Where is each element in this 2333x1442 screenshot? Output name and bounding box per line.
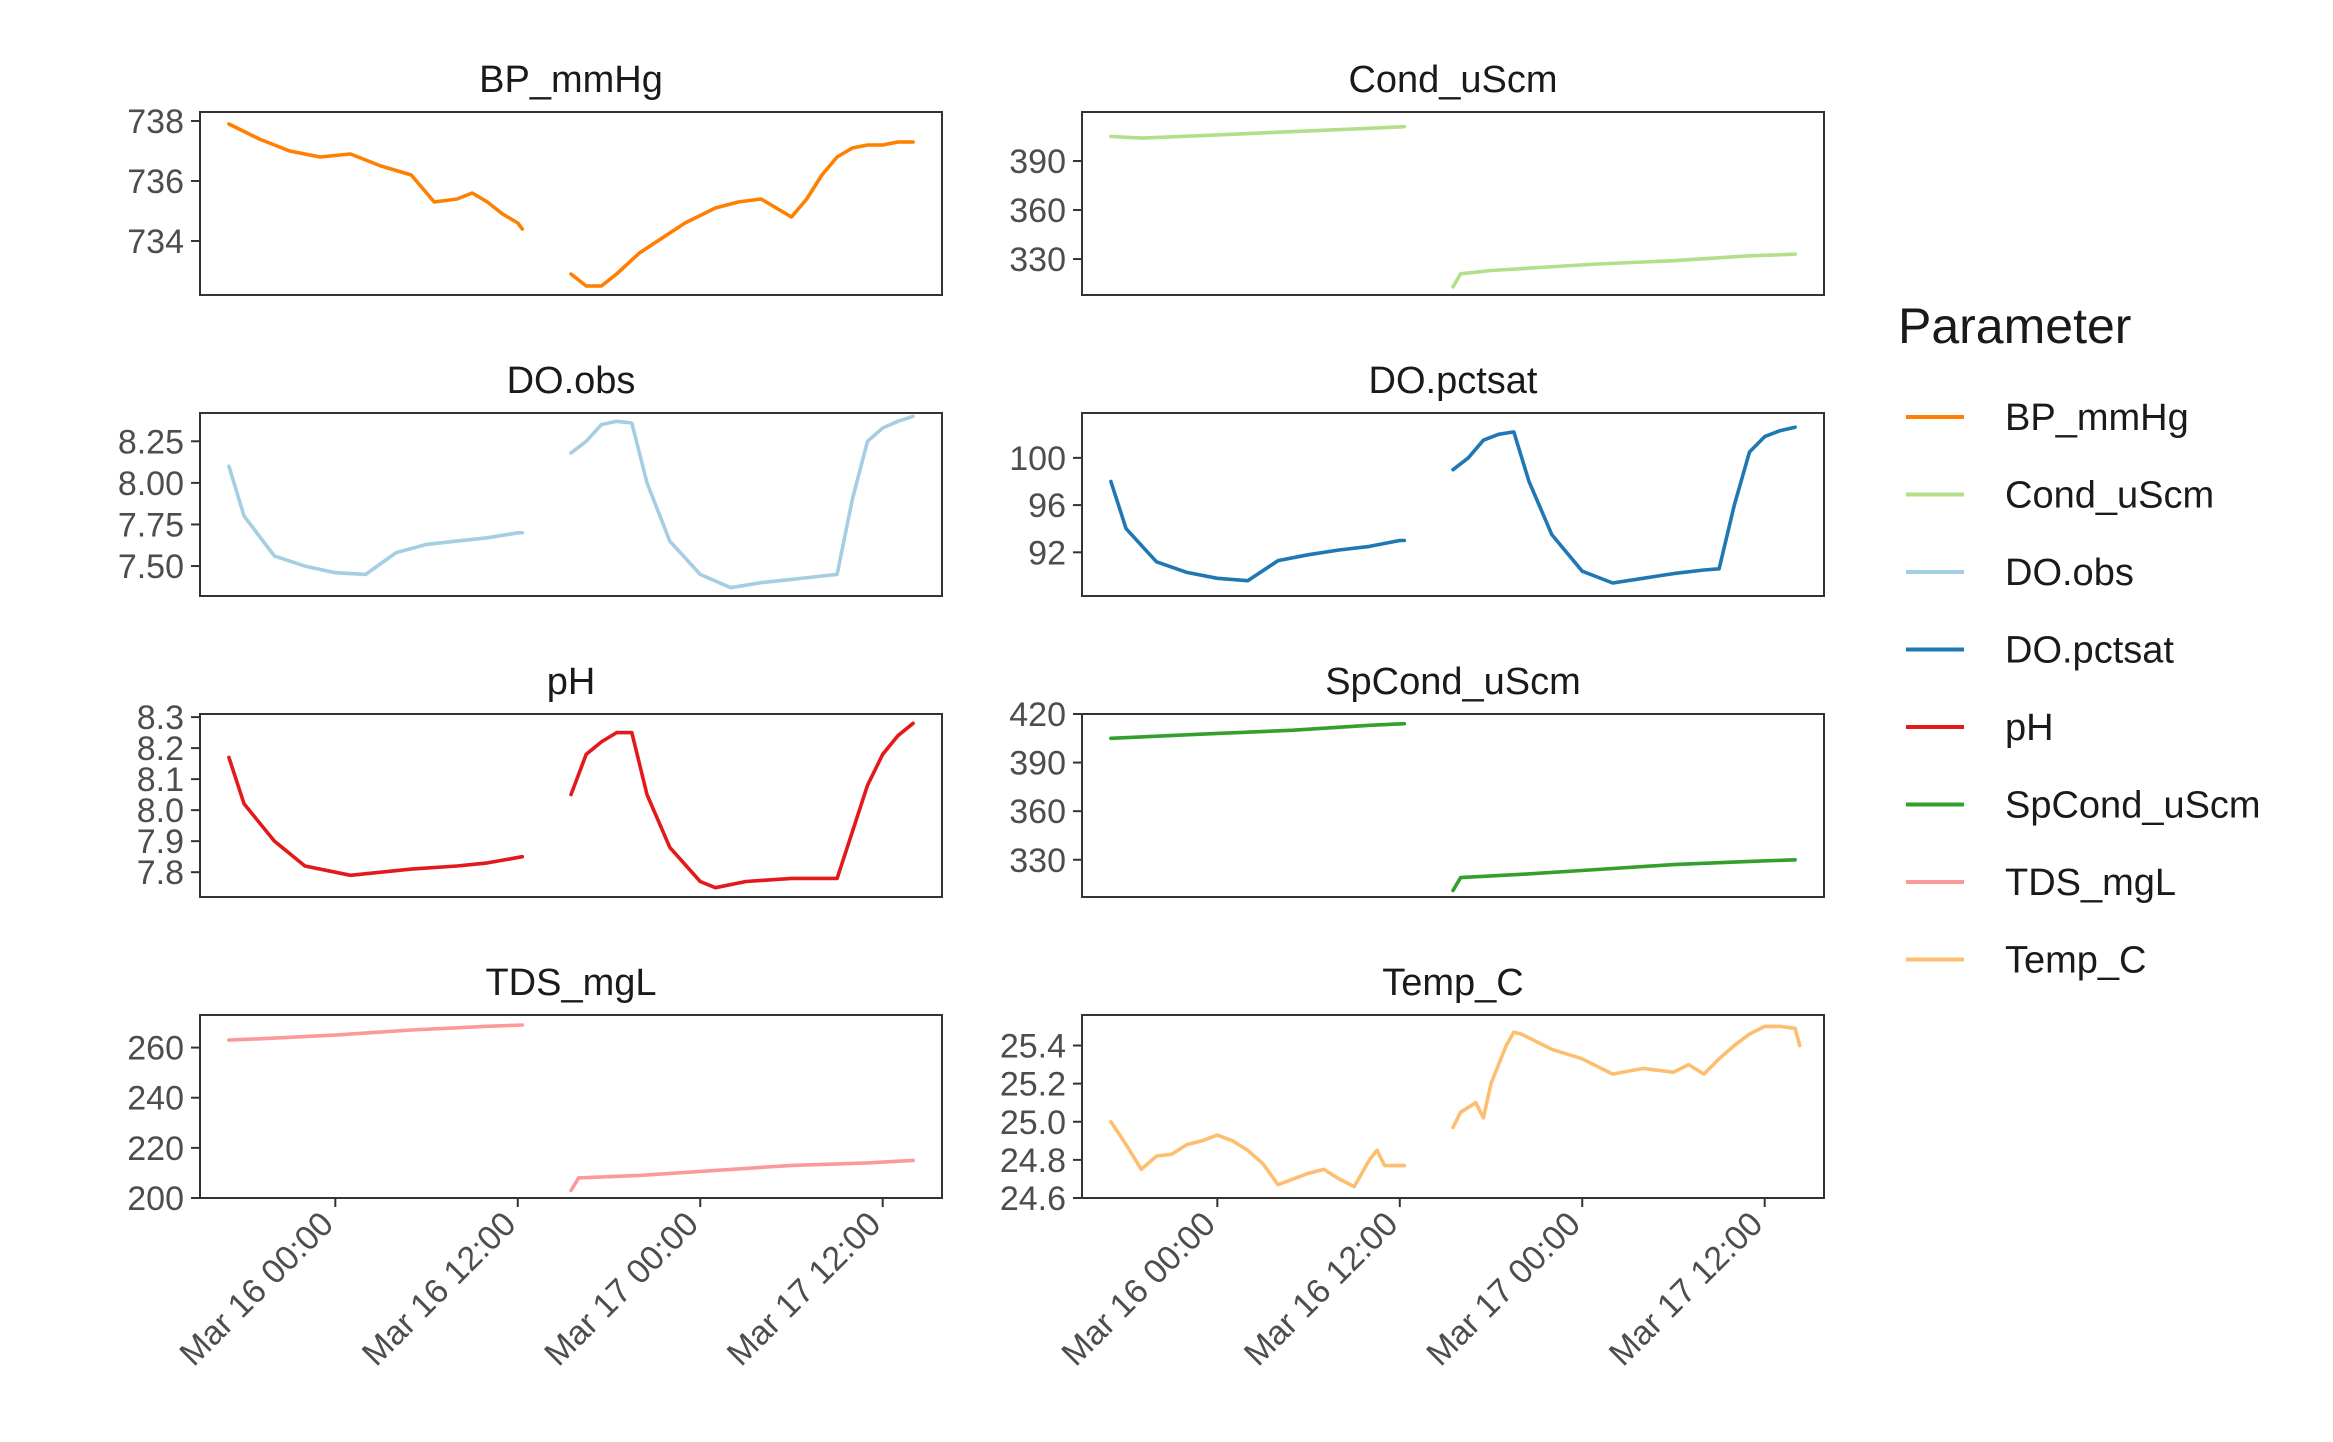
y-tick-label: 260 <box>127 1030 184 1068</box>
panel-frame-do-obs <box>199 412 943 597</box>
y-tick-label: 7.9 <box>137 823 184 861</box>
y-tick-label: 390 <box>1009 143 1066 181</box>
panel-frame-tds-mgl <box>199 1014 943 1199</box>
x-tick-label: Mar 16 00:00 <box>1054 1205 1223 1374</box>
x-tick-label: Mar 16 12:00 <box>355 1205 524 1374</box>
series-line-spcond-uscm-segment-2 <box>1451 858 1797 893</box>
y-tick-label: 96 <box>1028 487 1066 525</box>
panel-frame-ph <box>199 713 943 898</box>
y-tick-label: 330 <box>1009 241 1066 279</box>
y-tick-label: 8.0 <box>137 792 184 830</box>
x-tick-label: Mar 16 12:00 <box>1237 1205 1406 1374</box>
series-line-temp-c-segment-1 <box>1109 1120 1407 1189</box>
x-tick-label: Mar 17 00:00 <box>1419 1205 1588 1374</box>
y-tick-label: 92 <box>1028 534 1066 572</box>
series-line-cond-uscm-segment-2 <box>1451 252 1797 289</box>
panel-title-bp-mmhg: BP_mmHg <box>479 59 663 101</box>
series-line-do-obs-segment-1 <box>227 464 525 577</box>
legend-title: Parameter <box>1898 298 2131 354</box>
legend-label-do-pctsat: DO.pctsat <box>2005 630 2174 672</box>
y-tick-label: 7.8 <box>137 854 184 892</box>
legend-label-spcond-uscm: SpCond_uScm <box>2005 785 2261 827</box>
series-line-ph-segment-1 <box>227 755 525 878</box>
y-tick-label: 25.4 <box>1000 1028 1066 1066</box>
series-line-ph-segment-2 <box>569 721 915 890</box>
y-tick-label: 8.1 <box>137 761 184 799</box>
panel-title-do-pctsat: DO.pctsat <box>1369 360 1538 402</box>
series-line-do-pctsat-segment-2 <box>1451 425 1797 585</box>
panel-title-tds-mgl: TDS_mgL <box>485 962 656 1004</box>
y-tick-label: 8.2 <box>137 730 184 768</box>
legend-label-bp-mmhg: BP_mmHg <box>2005 397 2189 439</box>
y-tick-label: 360 <box>1009 793 1066 831</box>
panel-frame-cond-uscm <box>1081 111 1825 296</box>
series-line-do-obs-segment-2 <box>569 414 915 590</box>
y-tick-label: 738 <box>127 103 184 141</box>
legend-label-temp-c: Temp_C <box>2005 940 2147 982</box>
x-tick-label: Mar 17 12:00 <box>1602 1205 1771 1374</box>
panel-title-spcond-uscm: SpCond_uScm <box>1325 661 1581 703</box>
panel-frame-temp-c <box>1081 1014 1825 1199</box>
legend-label-ph: pH <box>2005 707 2054 749</box>
y-tick-label: 736 <box>127 163 184 201</box>
y-tick-label: 360 <box>1009 192 1066 230</box>
series-line-tds-mgl-segment-2 <box>569 1158 915 1193</box>
x-tick-label: Mar 17 00:00 <box>537 1205 706 1374</box>
series-line-temp-c-segment-2 <box>1451 1024 1802 1130</box>
x-tick-label: Mar 17 12:00 <box>720 1205 889 1374</box>
y-tick-label: 25.0 <box>1000 1104 1066 1142</box>
series-line-bp-mmhg-segment-1 <box>227 122 525 231</box>
y-tick-label: 8.3 <box>137 699 184 737</box>
panel-title-cond-uscm: Cond_uScm <box>1348 59 1557 101</box>
panel-frame-bp-mmhg <box>199 111 943 296</box>
y-tick-label: 330 <box>1009 842 1066 880</box>
series-line-spcond-uscm-segment-1 <box>1109 721 1407 741</box>
y-tick-label: 24.8 <box>1000 1142 1066 1180</box>
y-tick-label: 8.00 <box>118 465 184 503</box>
panel-title-ph: pH <box>547 661 596 703</box>
legend-label-do-obs: DO.obs <box>2005 552 2134 594</box>
legend-label-tds-mgl: TDS_mgL <box>2005 862 2176 904</box>
panel-title-temp-c: Temp_C <box>1382 962 1524 1004</box>
y-tick-label: 7.50 <box>118 548 184 586</box>
y-tick-label: 240 <box>127 1080 184 1118</box>
panel-title-do-obs: DO.obs <box>507 360 636 402</box>
y-tick-label: 420 <box>1009 696 1066 734</box>
y-tick-label: 220 <box>127 1130 184 1168</box>
y-tick-label: 24.6 <box>1000 1180 1066 1218</box>
y-tick-label: 200 <box>127 1180 184 1218</box>
series-line-cond-uscm-segment-1 <box>1109 124 1407 140</box>
panel-frame-spcond-uscm <box>1081 713 1825 898</box>
y-tick-label: 7.75 <box>118 506 184 544</box>
series-line-do-pctsat-segment-1 <box>1109 479 1407 583</box>
x-tick-label: Mar 16 00:00 <box>172 1205 341 1374</box>
y-tick-label: 734 <box>127 223 184 261</box>
y-tick-label: 8.25 <box>118 423 184 461</box>
legend-label-cond-uscm: Cond_uScm <box>2005 475 2214 517</box>
y-tick-label: 100 <box>1009 440 1066 478</box>
series-line-bp-mmhg-segment-2 <box>569 140 915 288</box>
y-tick-label: 25.2 <box>1000 1066 1066 1104</box>
series-line-tds-mgl-segment-1 <box>227 1023 525 1042</box>
y-tick-label: 390 <box>1009 745 1066 783</box>
